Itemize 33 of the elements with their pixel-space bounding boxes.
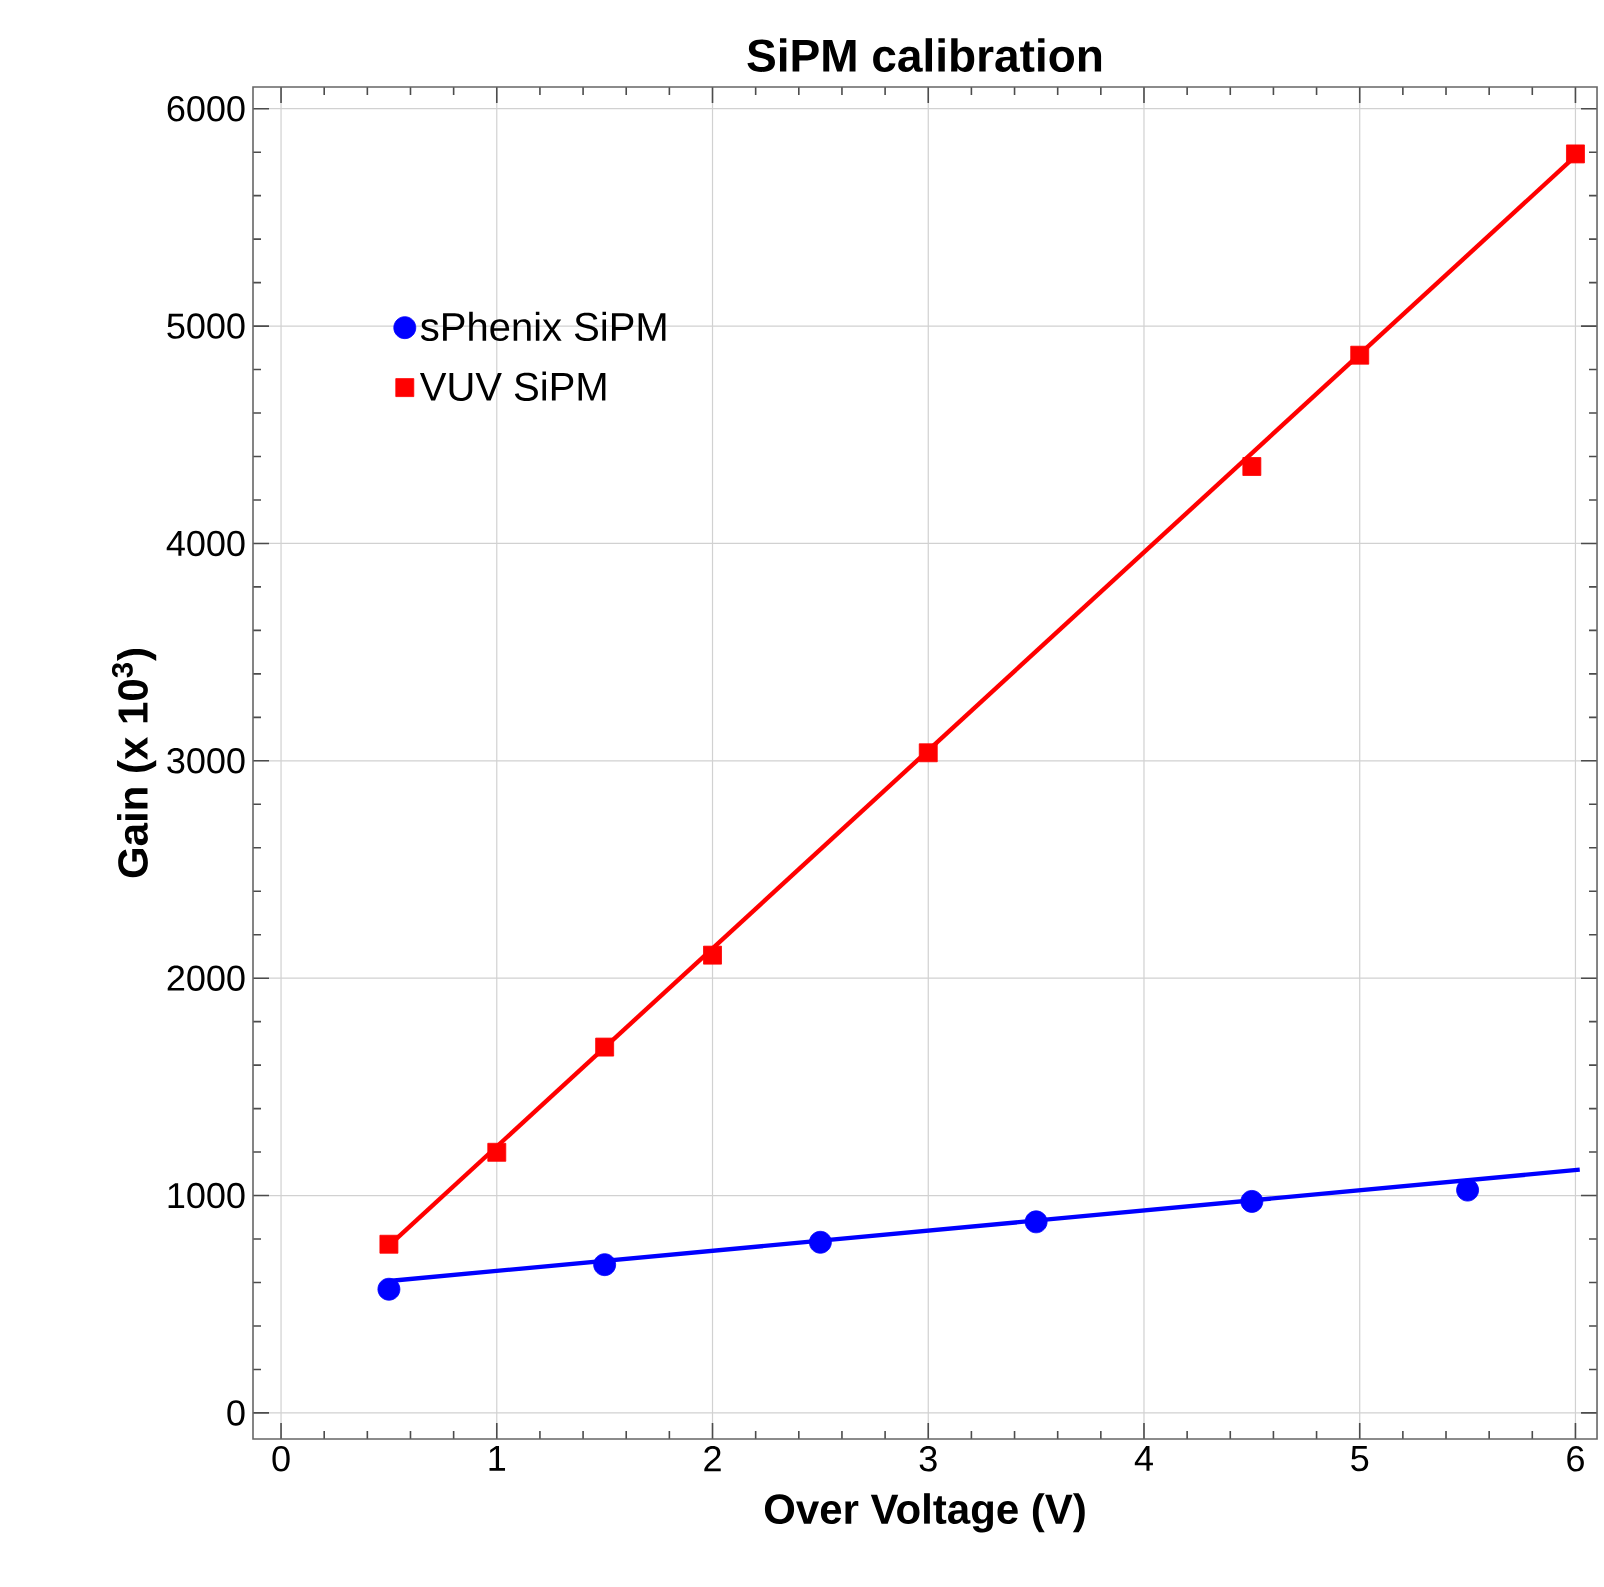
y-tick-label: 0: [227, 1400, 245, 1426]
y-tick-label: 4000: [166, 530, 245, 557]
x-tick-label: 1: [489, 1446, 506, 1471]
point: [1566, 144, 1585, 164]
chart-title: SiPM calibration: [747, 38, 1102, 72]
point: [808, 1230, 832, 1254]
point: [1350, 345, 1370, 365]
x-tick-label: 4: [1134, 1446, 1153, 1471]
point: [1024, 1210, 1048, 1234]
y-tick-label: 2000: [167, 965, 245, 991]
point: [593, 1253, 617, 1277]
point: [595, 1037, 615, 1057]
point: [377, 1277, 401, 1301]
x-tick-label: 2: [704, 1446, 721, 1472]
legend-label: sPhenix SiPM: [420, 311, 666, 342]
point: [1456, 1178, 1479, 1202]
y-tick-label: 6000: [167, 95, 245, 122]
point: [1240, 1190, 1264, 1213]
x-tick-label: 3: [919, 1446, 937, 1472]
x-axis-title: Over Voltage (V): [764, 1493, 1085, 1533]
x-tick-label: 6: [1567, 1446, 1584, 1472]
y-tick-label: 3000: [167, 748, 245, 774]
x-tick-label: 0: [272, 1446, 290, 1472]
legend-label: VUV SiPM: [419, 371, 606, 402]
point: [1242, 457, 1262, 476]
y-axis-title: Gain (x 10$^{3}$): [111, 649, 157, 878]
point: [487, 1142, 507, 1162]
point: [379, 1234, 399, 1254]
y-tick-label: 5000: [167, 313, 245, 339]
point: [703, 945, 722, 965]
x-tick-label: 5: [1351, 1446, 1369, 1472]
y-tick-label: 1000: [168, 1182, 245, 1209]
point: [918, 743, 938, 763]
